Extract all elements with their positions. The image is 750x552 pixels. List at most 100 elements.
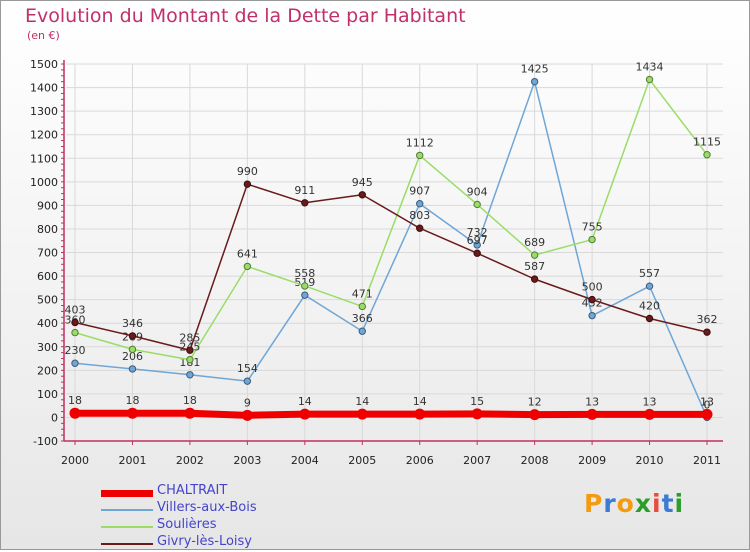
logo-letter: o — [616, 489, 635, 518]
data-point-chaltrait — [241, 409, 253, 421]
y-tick-label: 700 — [37, 247, 58, 260]
y-tick-label: 300 — [37, 341, 58, 354]
data-label-chaltrait: 15 — [470, 395, 484, 408]
data-point-villers-aux-bois — [473, 241, 481, 249]
data-point-villers-aux-bois — [588, 311, 596, 320]
data-point-chaltrait — [529, 409, 541, 421]
proxiti-logo: Proxiti — [584, 489, 684, 518]
data-point-givry-l-s-loisy — [473, 249, 481, 257]
y-tick-label: 600 — [37, 270, 58, 283]
data-point-givry-l-s-loisy — [416, 224, 424, 232]
data-label-souli-res: 641 — [237, 247, 258, 260]
y-tick-label: 400 — [37, 317, 58, 330]
series-line-villers-aux-bois — [74, 80, 708, 418]
data-point-givry-l-s-loisy — [186, 346, 194, 354]
data-label-villers-aux-bois: 1425 — [521, 63, 549, 76]
data-label-villers-aux-bois: 0 — [704, 398, 711, 411]
data-point-souli-res — [530, 251, 539, 259]
data-label-villers-aux-bois: 732 — [467, 226, 488, 239]
data-label-souli-res: 558 — [294, 267, 315, 280]
y-tick-label: 200 — [37, 364, 58, 377]
data-label-chaltrait: 18 — [125, 394, 139, 407]
data-label-chaltrait: 14 — [413, 395, 427, 408]
data-point-chaltrait — [414, 408, 426, 420]
chart-subtitle: (en €) — [27, 29, 60, 42]
data-point-givry-l-s-loisy — [243, 180, 252, 188]
data-point-villers-aux-bois — [243, 377, 252, 385]
legend-label: Givry-lès-Loisy — [157, 534, 252, 549]
legend-swatch — [101, 543, 153, 545]
data-point-givry-l-s-loisy — [645, 314, 654, 323]
data-point-souli-res — [358, 302, 366, 311]
legend-label: Soulières — [157, 517, 217, 532]
x-tick-label: 2001 — [118, 454, 146, 467]
data-label-villers-aux-bois: 907 — [409, 185, 430, 198]
data-label-givry-l-s-loisy: 285 — [179, 331, 200, 344]
chart-title: Evolution du Montant de la Dette par Hab… — [25, 5, 466, 27]
data-point-souli-res — [128, 345, 137, 354]
data-point-chaltrait — [299, 408, 311, 420]
data-label-chaltrait: 13 — [700, 395, 714, 408]
data-label-chaltrait: 12 — [528, 396, 542, 409]
data-point-givry-l-s-loisy — [301, 199, 309, 207]
series-line-chaltrait — [75, 409, 707, 419]
data-label-givry-l-s-loisy: 990 — [237, 165, 258, 178]
x-tick-label: 2011 — [693, 454, 721, 467]
data-label-chaltrait: 14 — [355, 395, 369, 408]
data-point-givry-l-s-loisy — [358, 191, 366, 199]
logo-letter: i — [674, 489, 685, 518]
data-point-souli-res — [416, 151, 424, 160]
data-point-souli-res — [301, 282, 309, 290]
y-tick-label: 1500 — [30, 58, 58, 71]
data-point-souli-res — [186, 356, 194, 364]
y-tick-label: 500 — [37, 294, 58, 307]
data-point-villers-aux-bois — [530, 77, 539, 86]
legend-swatch — [101, 526, 153, 528]
data-label-chaltrait: 13 — [585, 395, 599, 408]
x-tick-label: 2006 — [406, 454, 434, 467]
data-point-chaltrait — [586, 408, 598, 420]
logo-letter: r — [603, 489, 617, 518]
data-point-villers-aux-bois — [71, 359, 79, 367]
data-point-chaltrait — [126, 407, 138, 419]
x-tick-label: 2003 — [233, 454, 261, 467]
data-label-souli-res: 904 — [467, 185, 488, 198]
x-tick-label: 2008 — [521, 454, 549, 467]
data-label-souli-res: 1115 — [693, 136, 721, 149]
data-point-villers-aux-bois — [128, 365, 137, 373]
logo-letter: P — [584, 489, 604, 518]
legend-swatch — [101, 489, 153, 497]
data-point-souli-res — [588, 235, 596, 244]
data-label-givry-l-s-loisy: 697 — [467, 234, 488, 247]
data-point-givry-l-s-loisy — [128, 332, 137, 340]
data-label-souli-res: 1112 — [406, 136, 434, 149]
data-point-givry-l-s-loisy — [530, 275, 539, 283]
data-label-villers-aux-bois: 366 — [352, 312, 373, 325]
data-label-villers-aux-bois: 557 — [639, 267, 660, 280]
data-label-villers-aux-bois: 206 — [122, 350, 143, 363]
data-label-givry-l-s-loisy: 362 — [697, 313, 718, 326]
y-tick-label: 1400 — [30, 82, 58, 95]
x-tick-label: 2010 — [636, 454, 664, 467]
data-point-villers-aux-bois — [301, 291, 309, 299]
x-tick-label: 2009 — [578, 454, 606, 467]
data-point-souli-res — [243, 262, 252, 271]
data-point-chaltrait — [701, 408, 713, 420]
series-line-souli-res — [74, 78, 708, 361]
data-point-villers-aux-bois — [645, 282, 654, 290]
data-label-souli-res: 471 — [352, 287, 373, 300]
y-tick-label: 800 — [37, 223, 58, 236]
data-point-souli-res — [473, 200, 481, 209]
y-tick-label: 100 — [37, 388, 58, 401]
data-label-givry-l-s-loisy: 403 — [65, 303, 86, 316]
data-label-givry-l-s-loisy: 945 — [352, 176, 373, 189]
data-label-villers-aux-bois: 230 — [65, 344, 86, 357]
data-label-givry-l-s-loisy: 803 — [409, 209, 430, 222]
logo-letter: i — [652, 489, 662, 518]
data-point-givry-l-s-loisy — [71, 318, 79, 327]
data-point-givry-l-s-loisy — [703, 328, 711, 336]
series-line-givry-l-s-loisy — [74, 183, 708, 352]
data-point-chaltrait — [644, 408, 656, 420]
legend-label: Villers-aux-Bois — [157, 500, 257, 515]
data-label-givry-l-s-loisy: 420 — [639, 299, 660, 312]
